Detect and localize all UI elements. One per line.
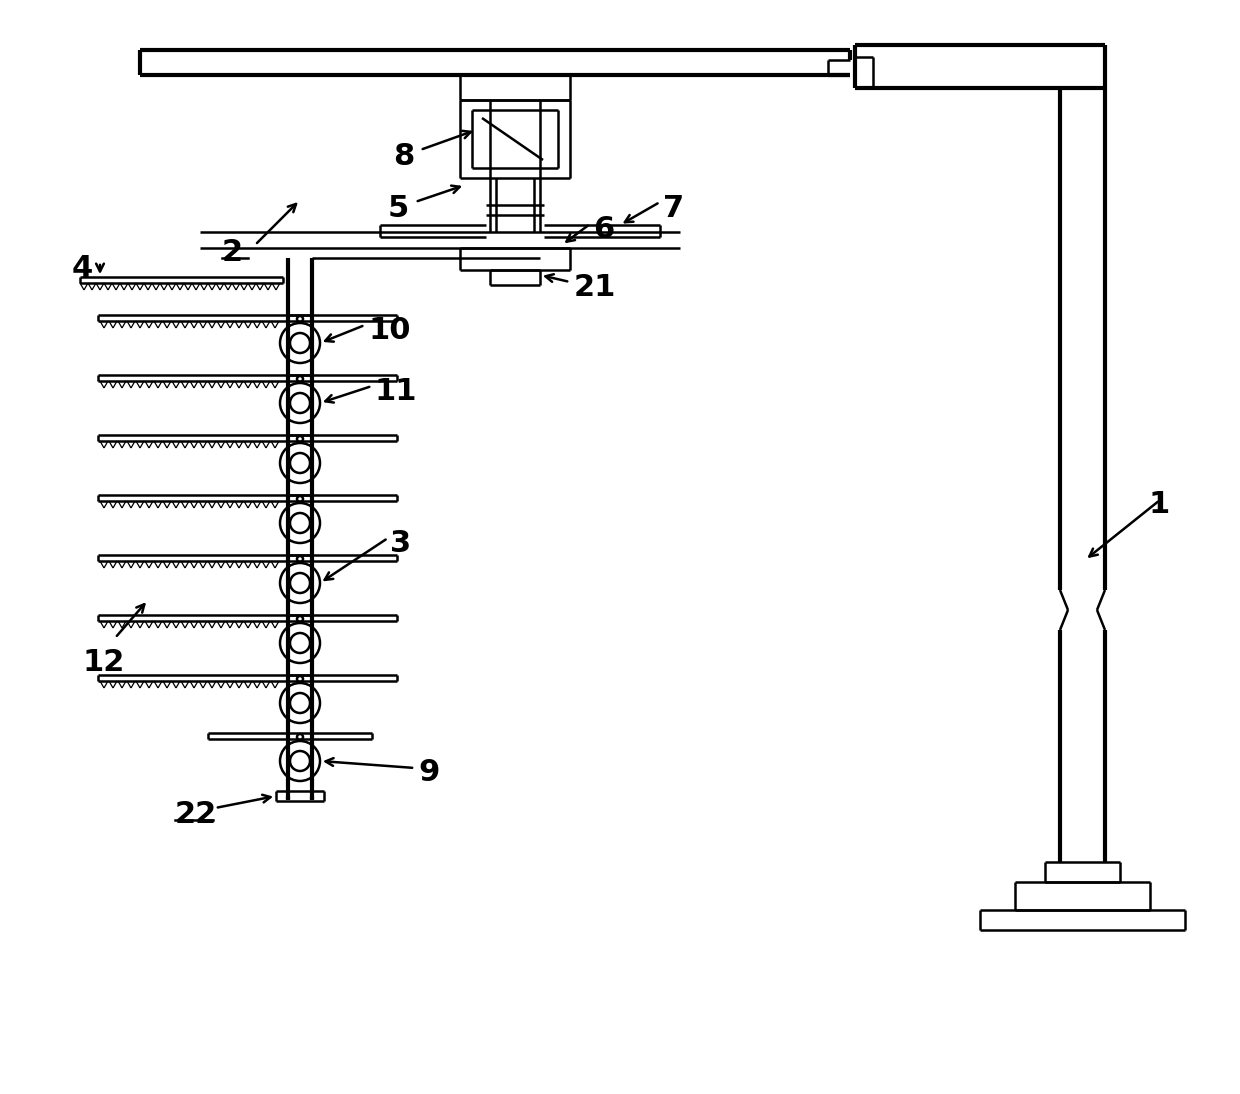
Text: 6: 6 [593, 216, 614, 244]
Circle shape [280, 683, 320, 723]
Circle shape [290, 693, 310, 713]
Circle shape [280, 383, 320, 423]
Circle shape [280, 323, 320, 363]
Text: 7: 7 [663, 194, 684, 223]
Circle shape [290, 633, 310, 653]
Circle shape [280, 622, 320, 663]
Text: 8: 8 [393, 142, 414, 171]
Circle shape [280, 563, 320, 603]
Circle shape [290, 750, 310, 771]
Text: 10: 10 [368, 316, 410, 345]
Circle shape [290, 453, 310, 473]
Circle shape [290, 393, 310, 414]
Circle shape [298, 496, 303, 502]
Text: 12: 12 [83, 648, 125, 677]
Circle shape [298, 556, 303, 562]
Text: 5: 5 [388, 194, 409, 223]
Text: 22: 22 [175, 800, 217, 829]
Text: 1: 1 [1148, 490, 1169, 519]
Circle shape [298, 734, 303, 740]
Circle shape [290, 513, 310, 533]
Text: 11: 11 [374, 377, 417, 406]
Circle shape [298, 316, 303, 322]
Circle shape [298, 437, 303, 442]
Circle shape [290, 333, 310, 353]
Text: 21: 21 [574, 274, 616, 302]
Circle shape [290, 573, 310, 593]
Text: 3: 3 [391, 529, 412, 558]
Circle shape [298, 676, 303, 682]
Text: 4: 4 [72, 254, 93, 283]
Circle shape [280, 741, 320, 781]
Circle shape [298, 616, 303, 622]
Circle shape [298, 376, 303, 382]
Circle shape [280, 443, 320, 482]
Circle shape [280, 503, 320, 543]
Text: 9: 9 [418, 758, 439, 787]
Text: 2: 2 [222, 238, 243, 267]
